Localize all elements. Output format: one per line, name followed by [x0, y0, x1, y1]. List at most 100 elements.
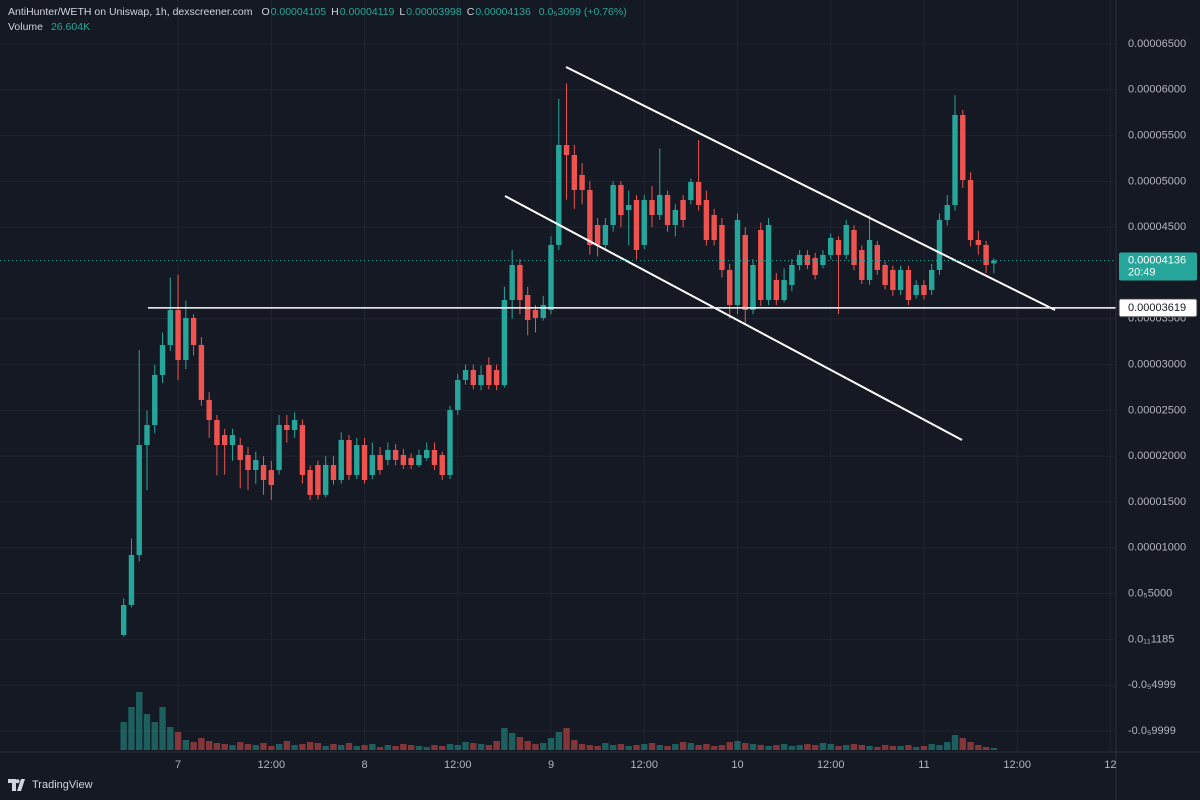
volume-bar [353, 746, 360, 750]
volume-bar [477, 744, 485, 750]
candle-body [175, 309, 181, 361]
ohlc-value: 0.00004136 [475, 6, 531, 18]
candle-body [478, 374, 484, 386]
y-tick-label: 0.00005500 [1128, 129, 1186, 141]
candle-body [136, 445, 142, 556]
volume-bar [361, 745, 368, 750]
volume-bar [703, 744, 710, 750]
candle-body [486, 364, 492, 386]
candle-body [323, 464, 329, 495]
y-tick-label: 0.00006500 [1128, 38, 1186, 50]
volume-bar [843, 745, 850, 750]
volume-bar [804, 744, 811, 750]
candle-body [703, 199, 710, 241]
level-label-box [1118, 298, 1198, 318]
volume-bar [540, 743, 547, 750]
volume-bar [330, 744, 337, 750]
volume-bar [796, 745, 803, 750]
candle-body [758, 230, 764, 301]
candle-body [517, 265, 523, 301]
volume-bar [710, 746, 718, 750]
candle-body [618, 184, 624, 216]
candle-body [128, 555, 135, 605]
candle-body [835, 240, 842, 255]
volume-bar [268, 746, 275, 750]
volume-bar [485, 745, 493, 750]
candle-body [408, 458, 414, 465]
volume-bar [532, 744, 539, 750]
y-tick-label: 0.00005000 [1128, 175, 1186, 187]
volume-bar [376, 747, 384, 750]
volume-bar [874, 747, 881, 750]
y-tick-label: 0.00006000 [1128, 84, 1186, 96]
volume-bar [524, 741, 531, 750]
volume-bar [990, 747, 998, 750]
volume-bar [322, 746, 329, 750]
volume-bar [687, 743, 695, 750]
candle-body [354, 445, 360, 475]
volume-bar [633, 745, 640, 750]
volume-layer [120, 692, 998, 750]
volume-bar [143, 714, 151, 750]
volume-bar [407, 745, 415, 750]
candle-body [167, 309, 173, 345]
candle-body [726, 269, 733, 305]
x-tick-label: 10 [731, 759, 743, 771]
candle-body [315, 464, 321, 495]
y-tick-label: 0.00002500 [1128, 404, 1186, 416]
candle-body [245, 455, 251, 471]
candle-body [338, 439, 344, 481]
candle-body [587, 189, 593, 245]
volume-bar [369, 744, 376, 750]
candle-body [649, 199, 655, 216]
candle-body [796, 254, 803, 266]
candle-body [470, 369, 477, 386]
volume-bar [602, 743, 609, 750]
volume-bar [586, 745, 594, 750]
candle-body [688, 182, 694, 200]
volume-bar [120, 722, 127, 750]
volume-bar [881, 745, 889, 750]
volume-bar [252, 745, 259, 750]
candle-body [556, 145, 562, 245]
candle-body [120, 604, 127, 636]
candle-body [975, 240, 982, 245]
candle-body [400, 455, 407, 465]
candle-body [439, 455, 445, 475]
candle-body [392, 449, 399, 460]
x-tick-label: 12:00 [1003, 759, 1031, 771]
symbol: AntiHunter/WETH on Uniswap, 1h, dexscree… [8, 6, 253, 18]
volume-bar [920, 746, 928, 750]
candle-body [493, 369, 500, 386]
candle-body [385, 449, 391, 460]
volume-bar [508, 733, 516, 750]
volume-bar [431, 745, 438, 750]
y-tick-label: 0.00001000 [1128, 542, 1186, 554]
candle-body [680, 199, 686, 220]
volume-bar [625, 746, 632, 750]
candle-body [983, 244, 989, 266]
volume-bar [695, 745, 702, 750]
y-tick-label: 0.0₁₁1185 [1128, 633, 1174, 645]
x-tick-label: 12 [1104, 759, 1116, 771]
x-tick-label: 12:00 [817, 759, 845, 771]
candle-body [960, 114, 966, 181]
y-tick-label: 0.00001500 [1128, 496, 1186, 508]
volume-bar [128, 707, 135, 750]
volume-bar [765, 746, 772, 750]
volume-bar [656, 745, 663, 750]
candle-body [579, 174, 585, 190]
volume-bar [493, 741, 500, 750]
candle-body [291, 420, 298, 431]
volume-bar [858, 745, 865, 750]
y-tick-label: 0.0₅5000 [1128, 588, 1172, 600]
candle-body [144, 424, 150, 446]
volume-bar [850, 744, 858, 750]
x-tick-label: 7 [175, 759, 181, 771]
candle-body [664, 194, 671, 225]
candle-body [812, 257, 818, 276]
candle-body [789, 265, 795, 285]
volume-bar [470, 743, 477, 750]
